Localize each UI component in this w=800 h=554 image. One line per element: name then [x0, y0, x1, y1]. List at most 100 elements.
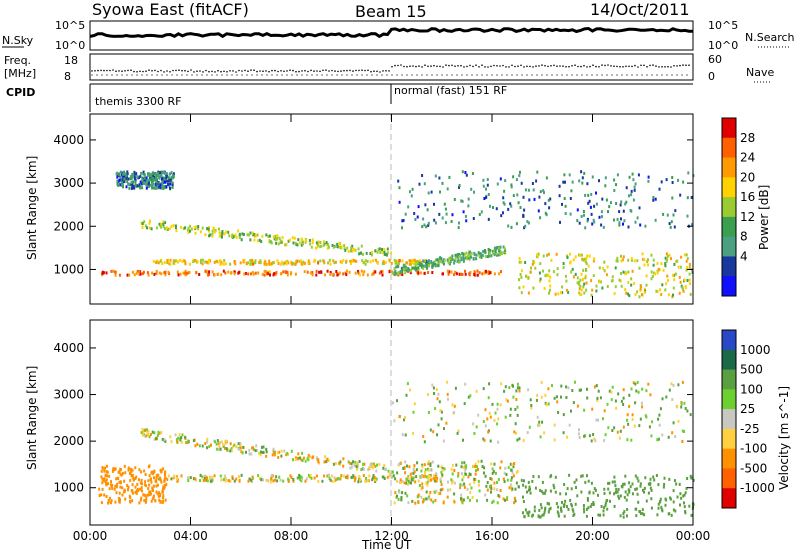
power-cell	[161, 262, 164, 266]
power-cell	[146, 174, 149, 178]
velocity-cell	[631, 492, 634, 496]
power-cell	[427, 261, 430, 265]
power-cell	[549, 275, 552, 279]
power-cell	[473, 271, 476, 275]
power-cell	[166, 259, 169, 263]
nave-dot	[551, 74, 553, 76]
power-cell	[628, 175, 631, 179]
velocity-cell	[276, 451, 279, 455]
velocity-cell	[143, 469, 146, 473]
velocity-cell	[565, 385, 568, 389]
power-cell	[503, 202, 506, 206]
velocity-cell	[429, 462, 432, 466]
power-cell	[560, 291, 562, 294]
velocity-cell	[252, 448, 255, 452]
power-cell	[167, 177, 170, 181]
velocity-cell	[434, 475, 437, 479]
power-cell	[294, 241, 297, 245]
power-cell	[461, 273, 464, 276]
velocity-cell	[103, 493, 106, 497]
velocity-cell	[440, 417, 443, 421]
power-cell	[538, 195, 541, 199]
power-cell	[656, 261, 659, 265]
velocity-cell	[645, 499, 648, 503]
freq-dot	[667, 65, 669, 68]
freq-dot	[433, 64, 435, 67]
velocity-cell	[618, 496, 621, 500]
velocity-cell	[506, 399, 509, 403]
velocity-cell	[553, 423, 556, 427]
velocity-cell	[604, 501, 607, 505]
velocity-cell	[245, 450, 247, 454]
velocity-cell	[542, 513, 545, 517]
freq-dot	[538, 65, 540, 67]
power-cell	[590, 212, 593, 216]
power-cell	[622, 255, 625, 259]
power-cell	[582, 268, 585, 272]
velocity-cell	[421, 500, 424, 504]
velocity-cell	[683, 505, 686, 509]
velocity-cell	[324, 455, 327, 459]
velocity-cell	[573, 480, 576, 484]
velocity-cell	[425, 475, 428, 479]
power-cell	[357, 271, 360, 275]
velocity-cell	[156, 483, 159, 487]
nave-dot	[431, 74, 433, 76]
velocity-cell	[453, 404, 456, 408]
velocity-cell	[248, 452, 251, 456]
velocity-cell	[267, 479, 270, 483]
velocity-cell	[504, 498, 506, 502]
freq-dot	[373, 70, 375, 72]
power-cell	[161, 170, 164, 174]
power-cell	[353, 248, 356, 252]
nave-dot	[626, 74, 628, 76]
power-cell	[561, 291, 564, 295]
velocity-cell	[540, 395, 543, 399]
power-cell	[615, 183, 617, 187]
freq-dot	[298, 70, 300, 73]
velocity-cell	[405, 393, 408, 397]
freq-dot	[457, 65, 459, 67]
velocity-cell	[462, 466, 465, 469]
velocity-cell	[393, 501, 396, 505]
velocity-cell	[477, 460, 480, 463]
freq-dot	[250, 69, 252, 71]
velocity-cell	[568, 473, 571, 477]
velocity-cell	[684, 491, 687, 495]
velocity-cell	[562, 413, 565, 417]
velocity-cell	[665, 395, 668, 399]
nave-tick-top: 60	[708, 53, 722, 66]
colorbar-tick-label: 8	[740, 230, 748, 244]
nave-dot	[181, 74, 183, 76]
velocity-cell	[428, 473, 431, 477]
power-cell	[653, 271, 656, 275]
nave-dot	[91, 74, 93, 76]
power-cell	[605, 273, 608, 277]
velocity-cell	[192, 439, 195, 443]
power-cell	[528, 198, 531, 202]
velocity-cell	[201, 444, 204, 448]
power-cell	[671, 176, 674, 179]
velocity-cell	[165, 483, 168, 487]
power-cell	[273, 272, 276, 276]
velocity-cell	[132, 477, 135, 481]
velocity-cell	[596, 396, 599, 400]
power-cell	[133, 170, 136, 174]
nave-dot	[601, 74, 603, 76]
freq-dot	[478, 66, 480, 68]
freq-dot	[631, 65, 633, 68]
velocity-cell	[549, 475, 552, 479]
velocity-cell	[436, 476, 439, 480]
power-cell	[197, 225, 200, 228]
power-cell	[524, 261, 527, 264]
velocity-cell	[148, 483, 151, 487]
freq-dot	[676, 65, 678, 67]
power-cell	[685, 259, 688, 263]
power-cell	[157, 182, 160, 186]
velocity-cell	[574, 380, 576, 384]
velocity-cell	[630, 387, 633, 391]
power-cell	[154, 182, 157, 186]
velocity-cell	[557, 505, 560, 509]
power-cell	[390, 251, 393, 255]
power-cell	[390, 261, 393, 265]
